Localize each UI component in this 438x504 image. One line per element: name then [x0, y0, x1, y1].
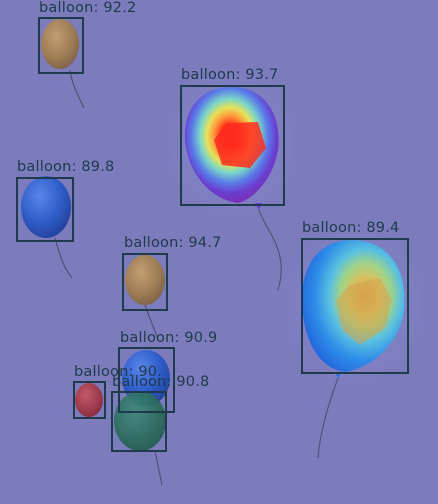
detection-box — [301, 238, 409, 374]
detection-label: balloon: 89.8 — [17, 159, 115, 175]
detection-label: balloon: 92.2 — [39, 0, 137, 16]
detection-label: balloon: 90. — [74, 364, 163, 380]
detection-box — [111, 391, 167, 452]
detection-label: balloon: 94.7 — [124, 235, 222, 251]
detection-box — [118, 347, 175, 413]
detection-box — [16, 177, 74, 242]
detection-label: balloon: 90.9 — [120, 330, 218, 346]
detection-label: balloon: 90.8 — [112, 374, 210, 390]
detection-box — [180, 85, 285, 206]
detection-label: balloon: 89.4 — [302, 220, 400, 236]
detection-box — [38, 17, 84, 74]
detection-box — [122, 253, 168, 311]
detection-label: balloon: 93.7 — [181, 67, 279, 83]
detection-box — [73, 381, 106, 419]
